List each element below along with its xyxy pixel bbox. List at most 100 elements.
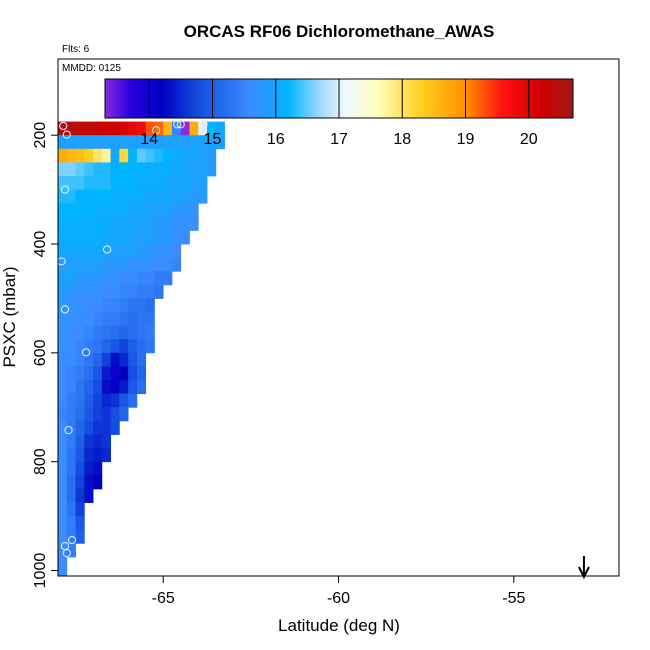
heatmap-cell xyxy=(101,216,111,231)
colorbar-segment xyxy=(510,79,514,118)
heatmap-cell xyxy=(58,203,68,218)
colorbar-segment xyxy=(359,79,363,118)
heatmap-cell xyxy=(58,284,68,299)
colorbar-segment xyxy=(469,79,473,118)
heatmap-cell xyxy=(101,352,111,367)
colorbar: 14 15 16 17 18 19 20 xyxy=(104,78,574,148)
heatmap-cell xyxy=(84,257,94,272)
heatmap-cell xyxy=(84,488,94,503)
heatmap-cell xyxy=(163,189,173,204)
heatmap-cell xyxy=(207,148,217,163)
heatmap-cell xyxy=(145,271,155,286)
heatmap-cell xyxy=(207,121,217,136)
colorbar-segment xyxy=(115,79,119,118)
heatmap-cell xyxy=(75,121,85,136)
heatmap-cell xyxy=(198,176,208,191)
colorbar-segment xyxy=(328,79,332,118)
colorbar-segment xyxy=(365,79,369,118)
colorbar-segment xyxy=(427,79,431,118)
heatmap-cell xyxy=(136,135,147,150)
heatmap-cell xyxy=(154,230,164,245)
heatmap-cell xyxy=(189,176,199,191)
heatmap-cell xyxy=(119,257,129,272)
colorbar-segment xyxy=(352,79,356,118)
heatmap-cell xyxy=(171,216,182,231)
heatmap-cell xyxy=(58,230,68,245)
heatmap-cell xyxy=(110,216,120,231)
colorbar-segment xyxy=(294,79,298,118)
heatmap-cell xyxy=(58,325,68,340)
colorbar-segment xyxy=(554,79,558,118)
heatmap-cell xyxy=(58,380,68,395)
heatmap-cell xyxy=(84,366,94,381)
colorbar-segment xyxy=(393,79,397,118)
colorbar-segment xyxy=(107,79,111,118)
heatmap-cell xyxy=(145,257,155,272)
heatmap-cell xyxy=(110,352,120,367)
colorbar-segment xyxy=(445,79,449,118)
colorbar-segment xyxy=(323,79,327,118)
colorbar-segment xyxy=(339,79,343,118)
heatmap-cell xyxy=(66,461,76,476)
heatmap-cell xyxy=(110,393,120,408)
observation-point xyxy=(64,426,73,435)
colorbar-segment xyxy=(297,79,301,118)
observation-point xyxy=(62,130,71,139)
heatmap-cell xyxy=(163,203,173,218)
heatmap-cell xyxy=(66,407,76,422)
heatmap-cell xyxy=(58,502,68,517)
colorbar-segment xyxy=(253,79,257,118)
heatmap-cell xyxy=(154,162,164,177)
colorbar-segment xyxy=(180,79,184,118)
colorbar-tick-label: 16 xyxy=(267,131,285,148)
x-tick-label: -55 xyxy=(502,590,525,607)
heatmap-cell xyxy=(119,244,129,259)
heatmap-cell xyxy=(84,284,94,299)
colorbar-tick-label: 18 xyxy=(393,131,411,148)
colorbar-segment xyxy=(261,79,265,118)
heatmap-cell xyxy=(84,271,94,286)
heatmap-cell xyxy=(215,121,225,136)
colorbar-segment xyxy=(276,79,280,118)
heatmap-cell xyxy=(101,325,111,340)
heatmap-cell xyxy=(75,162,85,177)
heatmap-cell xyxy=(110,312,120,327)
heatmap-cell xyxy=(75,312,85,327)
heatmap-cell xyxy=(75,339,85,354)
colorbar-segment xyxy=(271,79,275,118)
heatmap-cell xyxy=(145,244,155,259)
colorbar-segment xyxy=(513,79,517,118)
colorbar-segment xyxy=(196,79,200,118)
colorbar-segment xyxy=(422,79,426,118)
colorbar-segment xyxy=(453,79,457,118)
heatmap-cell xyxy=(75,148,85,163)
heatmap-cell xyxy=(154,135,164,150)
heatmap-cell xyxy=(93,176,103,191)
colorbar-segment xyxy=(255,79,259,118)
heatmap-cell xyxy=(119,121,129,136)
heatmap-cell xyxy=(136,176,147,191)
heatmap-cell xyxy=(154,203,164,218)
heatmap-cell xyxy=(110,298,120,313)
heatmap-cell xyxy=(163,244,173,259)
heatmap-cell xyxy=(110,244,120,259)
heatmap-cells xyxy=(58,121,225,577)
heatmap-cell xyxy=(128,189,138,204)
heatmap-cell xyxy=(66,230,76,245)
heatmap-cell xyxy=(75,461,85,476)
heatmap-cell xyxy=(163,176,173,191)
colorbar-segment xyxy=(567,79,571,118)
observation-point xyxy=(81,348,91,357)
heatmap-cell xyxy=(171,244,182,259)
heatmap-cell xyxy=(119,339,129,354)
colorbar-segment xyxy=(448,79,452,118)
colorbar-segment xyxy=(437,79,441,118)
colorbar-segment xyxy=(268,79,272,118)
heatmap-cell xyxy=(75,216,85,231)
heatmap-cell xyxy=(163,230,173,245)
colorbar-tick-label: 19 xyxy=(457,131,475,148)
heatmap-cell xyxy=(58,434,68,449)
heatmap-cell xyxy=(101,434,111,449)
heatmap-cell xyxy=(101,121,111,136)
colorbar-segment xyxy=(497,79,501,118)
